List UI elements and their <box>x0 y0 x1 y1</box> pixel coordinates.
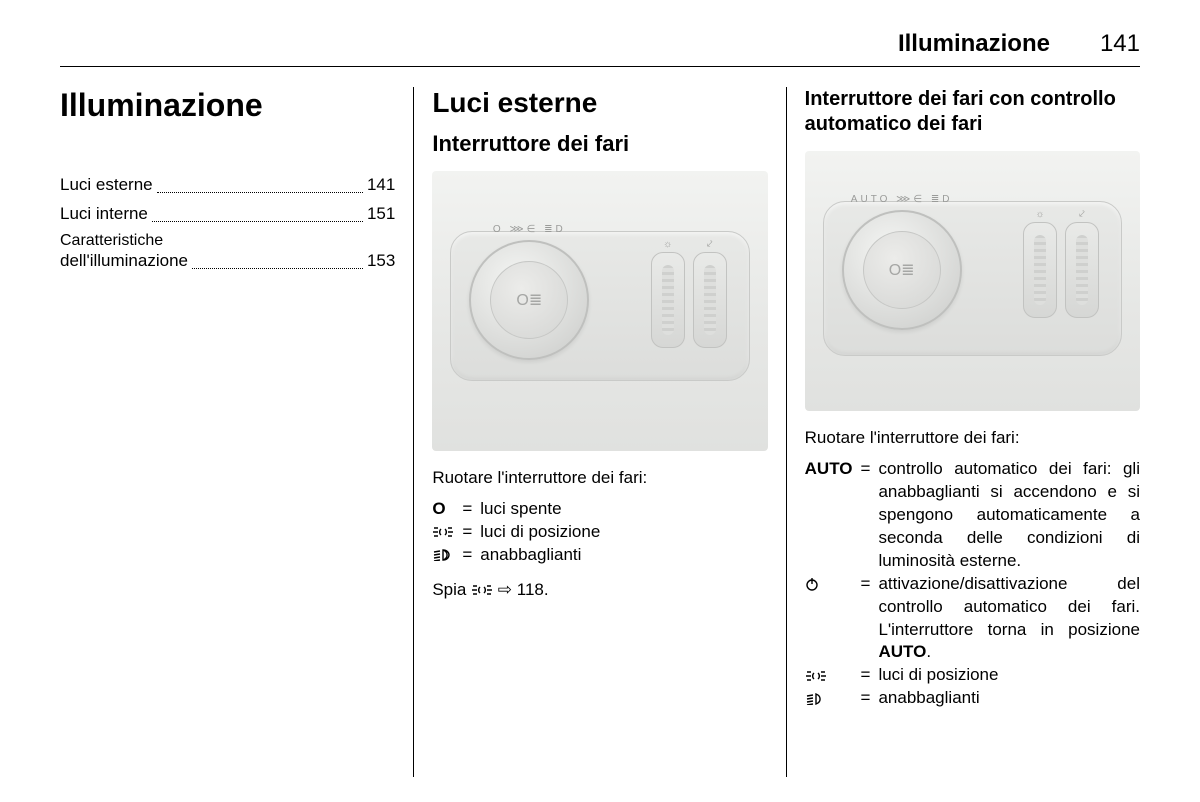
dial-center-icon: O≣ <box>490 261 568 339</box>
column-exterior-lights: Luci esterne Interruttore dei fari O ⋙∈ … <box>413 87 785 777</box>
definition-row: = anabbaglianti <box>432 544 600 567</box>
switch-panel: O ⋙∈ ≣D O≣ ☼ ⤦ <box>450 231 749 381</box>
definition-row: = luci di posizione <box>805 664 1140 687</box>
toc-page: 153 <box>367 250 395 273</box>
page-header: Illuminazione 141 <box>60 30 1140 67</box>
low-beam-icon <box>432 544 462 567</box>
definition-text: luci di posizione <box>480 521 600 544</box>
definition-row: = attivazione/disattivazione del control… <box>805 573 1140 665</box>
section-title: Luci esterne <box>432 87 767 119</box>
toc-page: 151 <box>367 203 395 226</box>
footer-pre: Spia <box>432 580 471 599</box>
subsection-title: Interruttore dei fari <box>432 131 767 157</box>
chapter-title: Illuminazione <box>60 87 395 124</box>
low-beam-icon <box>805 687 861 710</box>
equals: = <box>462 521 480 544</box>
symbol-auto: AUTO <box>805 458 861 573</box>
subsection-title: Interruttore dei fari con controllo auto… <box>805 87 1140 137</box>
parking-lights-icon <box>805 664 861 687</box>
brightness-thumbwheel-icon: ☼ <box>1023 222 1057 318</box>
toc-label: Luci interne <box>60 203 148 226</box>
toc-leader <box>152 203 363 222</box>
toc-label: Caratteristiche <box>60 232 395 250</box>
equals: = <box>861 458 879 573</box>
running-head-page: 141 <box>1100 30 1140 58</box>
content-columns: Illuminazione Luci esterne 141 Luci inte… <box>60 87 1140 777</box>
dial-marks: AUTO ⋙∈ ≣D <box>844 194 960 205</box>
symbol-off: O <box>432 498 462 521</box>
definition-text: attivazione/disattivazione del controllo… <box>878 573 1140 665</box>
light-switch-auto-figure: AUTO ⋙∈ ≣D O≣ ☼ ⤦ <box>805 151 1140 411</box>
toc-entry: Luci interne 151 <box>60 203 395 226</box>
definition-text: luci di posizione <box>878 664 1140 687</box>
power-icon <box>805 573 861 665</box>
aim-thumbwheel-icon: ⤦ <box>693 252 727 348</box>
running-head-title: Illuminazione <box>898 30 1050 58</box>
switch-panel: AUTO ⋙∈ ≣D O≣ ☼ ⤦ <box>823 201 1122 356</box>
equals: = <box>462 544 480 567</box>
equals: = <box>462 498 480 521</box>
column-auto-lights: Interruttore dei fari con controllo auto… <box>786 87 1140 777</box>
definition-row: AUTO = controllo automatico dei fari: gl… <box>805 458 1140 573</box>
toc-entry: Luci esterne 141 <box>60 174 395 197</box>
toc-entry: Caratteristiche dell'illuminazione 153 <box>60 232 395 279</box>
toc-page: 141 <box>367 174 395 197</box>
rotary-dial-icon: O ⋙∈ ≣D O≣ <box>469 240 589 360</box>
parking-lights-icon <box>471 584 493 596</box>
parking-lights-icon <box>432 521 462 544</box>
equals: = <box>861 573 879 665</box>
toc-label: Luci esterne <box>60 174 153 197</box>
instruction-text: Ruotare l'interruttore dei fari: <box>432 467 767 490</box>
light-switch-figure: O ⋙∈ ≣D O≣ ☼ ⤦ <box>432 171 767 451</box>
position-definitions: O = luci spente = luci di posizione = an… <box>432 498 600 567</box>
equals: = <box>861 664 879 687</box>
instruction-text: Ruotare l'interruttore dei fari: <box>805 427 1140 450</box>
definition-row: O = luci spente <box>432 498 600 521</box>
toc-leader <box>192 250 363 269</box>
definition-text: controllo automatico dei fari: gli anabb… <box>878 458 1140 573</box>
definition-text: anabbaglianti <box>878 687 1140 710</box>
column-toc: Illuminazione Luci esterne 141 Luci inte… <box>60 87 413 777</box>
footer-reference: Spia ⇨ 118. <box>432 579 767 602</box>
footer-post: ⇨ 118. <box>493 580 549 599</box>
position-definitions: AUTO = controllo automatico dei fari: gl… <box>805 458 1140 710</box>
toc-leader <box>157 174 363 193</box>
brightness-thumbwheel-icon: ☼ <box>651 252 685 348</box>
definition-text: luci spente <box>480 498 600 521</box>
aim-thumbwheel-icon: ⤦ <box>1065 222 1099 318</box>
definition-row: = anabbaglianti <box>805 687 1140 710</box>
definition-row: = luci di posizione <box>432 521 600 544</box>
definition-text: anabbaglianti <box>480 544 600 567</box>
rotary-dial-icon: AUTO ⋙∈ ≣D O≣ <box>842 210 962 330</box>
equals: = <box>861 687 879 710</box>
dial-center-icon: O≣ <box>863 231 941 309</box>
dial-marks: O ⋙∈ ≣D <box>471 224 587 235</box>
toc-label: dell'illuminazione <box>60 250 188 273</box>
